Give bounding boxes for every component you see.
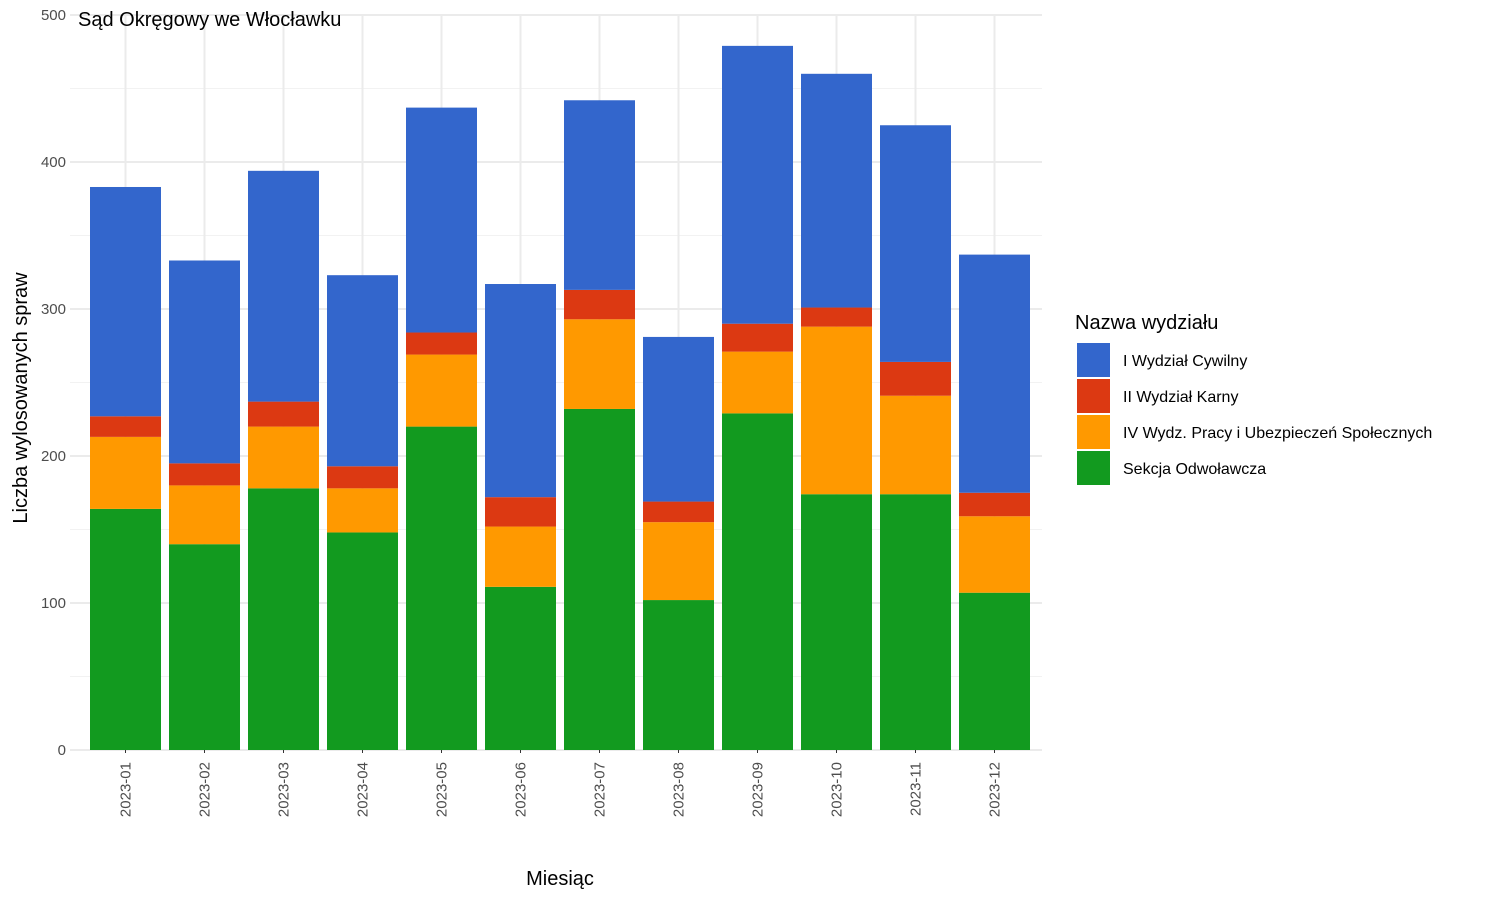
legend-label: II Wydział Karny — [1123, 389, 1238, 406]
bar-segment — [959, 492, 1030, 517]
bar-segment — [406, 354, 477, 427]
bar-segment — [90, 186, 161, 417]
legend-label: I Wydział Cywilny — [1123, 353, 1247, 370]
x-tick-label: 2023-06 — [513, 762, 530, 817]
legend-label: Sekcja Odwoławcza — [1123, 461, 1266, 478]
legend-swatch — [1077, 379, 1110, 413]
y-tick-label: 500 — [41, 7, 66, 24]
bar-segment — [485, 586, 556, 750]
bar-segment — [643, 336, 714, 502]
bar-segment — [485, 284, 556, 498]
bar-segment — [327, 275, 398, 467]
bar-segment — [169, 463, 240, 486]
y-tick-label: 200 — [41, 448, 66, 465]
y-tick-label: 300 — [41, 301, 66, 318]
legend-label: IV Wydz. Pracy i Ubezpieczeń Społecznych — [1123, 425, 1432, 442]
bar-segment — [327, 488, 398, 533]
chart-title: Sąd Okręgowy we Włocławku — [78, 9, 341, 31]
bar-segment — [564, 319, 635, 409]
x-tick-label: 2023-02 — [197, 762, 214, 817]
bar-segment — [959, 592, 1030, 750]
bar-segment — [248, 401, 319, 427]
bar-segment — [248, 488, 319, 750]
y-axis-title: Liczba wylosowanych spraw — [10, 272, 32, 524]
bar-segment — [169, 485, 240, 545]
legend-title: Nazwa wydziału — [1075, 312, 1218, 334]
bar-segment — [801, 494, 872, 750]
x-tick-label: 2023-12 — [987, 762, 1004, 817]
bar-segment — [643, 522, 714, 601]
bar-segment — [406, 332, 477, 355]
legend: Nazwa wydziału I Wydział Cywilny II Wydzi… — [1075, 312, 1432, 485]
bar-segment — [880, 494, 951, 750]
x-axis-title: Miesiąc — [526, 868, 594, 890]
x-tick-label: 2023-08 — [671, 762, 688, 817]
y-tick-label: 400 — [41, 154, 66, 171]
bar-segment — [90, 436, 161, 509]
x-tick-label: 2023-11 — [908, 762, 925, 816]
bars — [90, 45, 1030, 750]
bar-segment — [248, 426, 319, 489]
bar-segment — [643, 501, 714, 523]
y-axis-ticks: 0 100 200 300 400 500 — [41, 7, 66, 759]
bar-segment — [801, 307, 872, 327]
bar-segment — [485, 526, 556, 587]
x-tick-label: 2023-10 — [829, 762, 846, 817]
x-tick-label: 2023-03 — [276, 762, 293, 817]
bar-segment — [90, 416, 161, 437]
legend-swatch — [1077, 415, 1110, 449]
bar-segment — [801, 73, 872, 308]
bar-segment — [959, 516, 1030, 593]
bar-segment — [959, 254, 1030, 493]
bar-segment — [564, 408, 635, 750]
x-tick-label: 2023-04 — [355, 762, 372, 817]
bar-segment — [485, 497, 556, 527]
y-tick-label: 100 — [41, 595, 66, 612]
y-tick-label: 0 — [58, 742, 66, 759]
bar-segment — [248, 170, 319, 402]
bar-segment — [406, 426, 477, 750]
x-axis-ticks: 2023-01 2023-02 2023-03 2023-04 2023-05 2023-… — [118, 750, 1004, 817]
legend-swatch — [1077, 343, 1110, 377]
bar-segment — [327, 466, 398, 489]
x-tick-label: 2023-05 — [434, 762, 451, 817]
x-tick-label: 2023-09 — [750, 762, 767, 817]
bar-segment — [880, 125, 951, 362]
bar-segment — [722, 413, 793, 750]
bar-segment — [90, 508, 161, 750]
bar-segment — [327, 532, 398, 750]
bar-segment — [722, 351, 793, 414]
bar-segment — [643, 600, 714, 750]
bar-segment — [722, 323, 793, 352]
bar-segment — [564, 289, 635, 320]
bar-segment — [169, 260, 240, 464]
bar-segment — [564, 100, 635, 290]
x-tick-label: 2023-01 — [118, 762, 135, 817]
legend-swatch — [1077, 451, 1110, 485]
bar-segment — [169, 544, 240, 750]
bar-segment — [722, 45, 793, 324]
bar-segment — [406, 107, 477, 333]
bar-segment — [801, 326, 872, 495]
bar-segment — [880, 395, 951, 495]
x-tick-label: 2023-07 — [592, 762, 609, 817]
bar-segment — [880, 361, 951, 396]
